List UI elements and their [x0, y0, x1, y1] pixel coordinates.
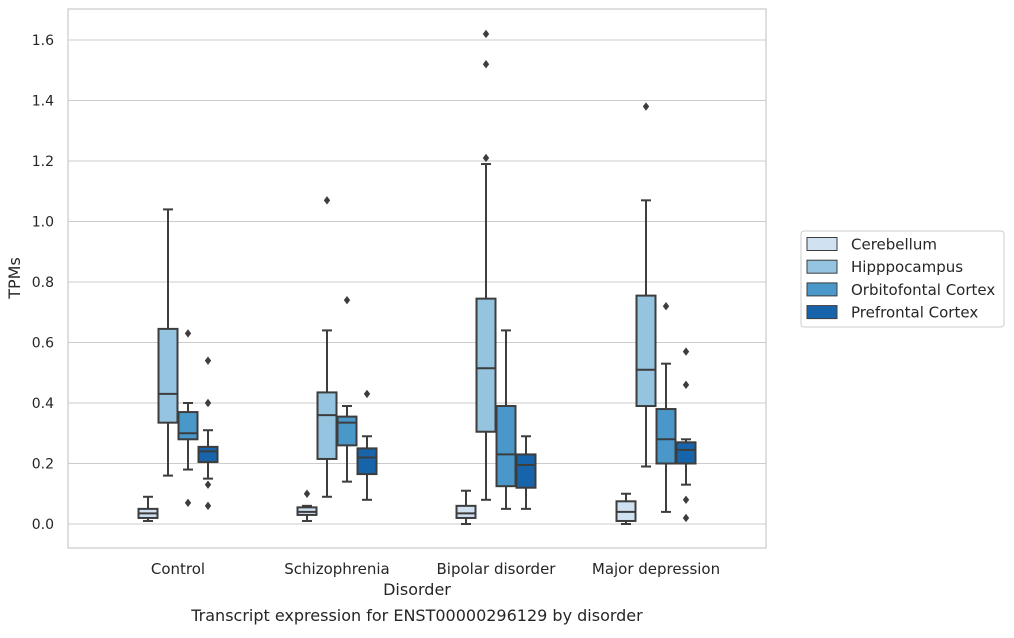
x-tick-label: Bipolar disorder [437, 560, 557, 578]
x-tick-label: Schizophrenia [284, 560, 389, 578]
box-body [336, 415, 358, 447]
box-body [655, 408, 677, 465]
y-tick-labels: 0.0 0.2 0.4 0.6 0.8 1.0 1.2 1.4 1.6 [32, 33, 54, 533]
box-group [157, 208, 179, 477]
outlier-point [303, 489, 311, 498]
y-tick-label: 1.0 [32, 215, 54, 231]
box-body [635, 294, 657, 408]
outlier-point [642, 102, 650, 111]
box-body [157, 327, 179, 424]
outlier-point [204, 398, 212, 408]
box-group [316, 196, 338, 498]
x-axis-label: Disorder [383, 580, 451, 599]
box-group [515, 435, 537, 510]
legend-label: Cerebellum [851, 236, 937, 254]
box-group [615, 492, 637, 525]
outlier-point [682, 513, 690, 523]
box-body [495, 405, 517, 488]
y-tick-label: 0.8 [32, 275, 54, 291]
box-body [356, 447, 378, 476]
y-tick-label: 0.0 [32, 517, 54, 533]
y-tick-label: 1.6 [32, 33, 54, 49]
box-body [197, 445, 219, 463]
outlier-point [343, 295, 351, 305]
legend-swatch [806, 237, 838, 251]
plot-frame [67, 8, 767, 549]
legend-label: Orbitofontal Cortex [851, 281, 995, 299]
y-axis-label: TPMs [5, 257, 24, 300]
legend-swatch [806, 305, 838, 320]
legend: Cerebellum Hipppocampus Orbitofontal Corte… [800, 230, 1005, 328]
legend-label: Hipppocampus [851, 258, 963, 276]
legend-swatch [806, 259, 838, 274]
y-tick-label: 0.2 [32, 457, 54, 473]
outlier-point [204, 356, 212, 365]
x-tick-label: Major depression [592, 560, 720, 578]
figure-caption: Transcript expression for ENST0000029612… [191, 606, 643, 625]
box-body [475, 297, 497, 433]
outlier-point [682, 380, 690, 390]
box-body [177, 411, 199, 441]
box-group [197, 356, 219, 511]
box-group [296, 489, 318, 522]
outlier-point [323, 196, 331, 205]
outlier-point [184, 329, 192, 338]
box-group [455, 489, 477, 525]
box-group [336, 295, 358, 483]
outlier-point [682, 347, 690, 356]
outlier-point [204, 480, 212, 489]
x-tick-label: Control [151, 560, 205, 578]
box-group [635, 102, 657, 468]
legend-label: Prefrontal Cortex [851, 304, 978, 322]
box-group [495, 329, 517, 510]
box-marks [137, 29, 697, 525]
legend-frame [800, 230, 1005, 328]
y-tick-label: 0.4 [32, 396, 54, 412]
x-tick-labels: Control Schizophrenia Bipolar disorder Majo… [151, 560, 720, 578]
box-body [675, 441, 697, 465]
y-tick-label: 0.6 [32, 336, 54, 352]
box-group [356, 389, 378, 501]
outlier-point [363, 389, 371, 399]
y-tick-label: 1.2 [32, 154, 54, 170]
outlier-point [662, 302, 670, 311]
outlier-point [184, 498, 192, 508]
box-group [475, 29, 497, 501]
outlier-point [682, 495, 690, 504]
box-group [675, 347, 697, 523]
box-group [137, 495, 159, 522]
outlier-point [482, 60, 490, 69]
box-body [316, 391, 338, 460]
legend-swatch [806, 282, 838, 297]
outlier-point [482, 153, 490, 163]
box-group [655, 302, 677, 513]
outlier-point [482, 29, 490, 39]
box-body [515, 453, 537, 489]
box-body [455, 504, 477, 519]
y-tick-label: 1.4 [32, 94, 54, 110]
outlier-point [204, 501, 212, 511]
box-group [177, 329, 199, 508]
